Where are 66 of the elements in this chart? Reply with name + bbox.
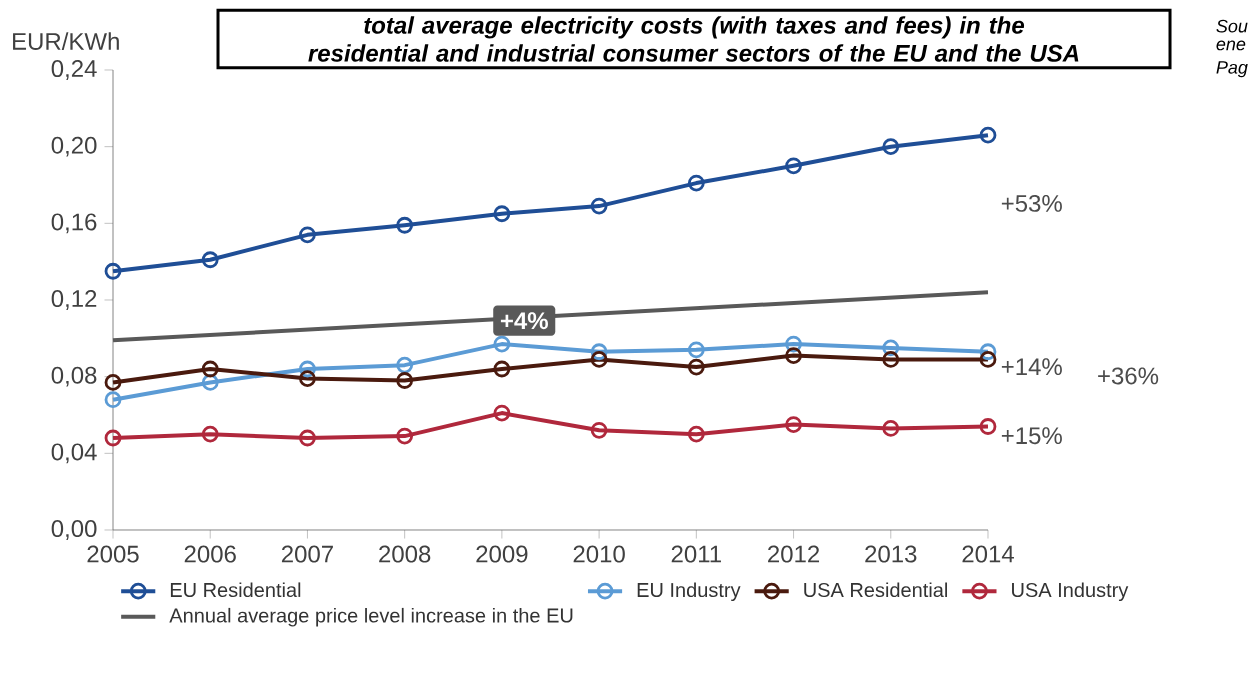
x-tick-label: 2009 xyxy=(476,545,528,563)
x-tick-label: 2011 xyxy=(671,545,721,563)
point xyxy=(493,335,511,353)
point xyxy=(785,347,802,364)
text: +15% xyxy=(1001,427,1062,445)
legend-label: EU Residential xyxy=(170,582,301,598)
x-tick-label: 2007 xyxy=(281,545,333,563)
text: +14% xyxy=(1001,358,1062,376)
point xyxy=(201,425,219,443)
point xyxy=(299,226,316,244)
y-tick-label: 0,08 xyxy=(51,366,97,387)
text: Pag xyxy=(1216,61,1248,78)
point xyxy=(396,372,414,389)
point xyxy=(104,374,122,391)
point xyxy=(104,391,122,409)
x-tick-label: 2008 xyxy=(379,545,431,563)
y-tick-label: 0,20 xyxy=(51,136,97,157)
point xyxy=(882,351,900,368)
point xyxy=(396,356,414,374)
point xyxy=(201,251,219,269)
point xyxy=(396,427,414,445)
legend-label: USA Industry xyxy=(1012,582,1129,602)
legend-label: USA Residential xyxy=(804,582,947,598)
point xyxy=(882,420,900,437)
x-tick-label: 2013 xyxy=(865,545,917,563)
point xyxy=(493,404,511,422)
point xyxy=(201,360,219,378)
point xyxy=(299,370,316,387)
point xyxy=(979,351,997,368)
point xyxy=(882,138,900,156)
x-tick-label: 2012 xyxy=(768,545,820,563)
text: Sou xyxy=(1216,19,1248,33)
y-tick-label: 0,16 xyxy=(51,213,97,234)
point xyxy=(687,341,705,359)
point xyxy=(104,262,122,280)
point xyxy=(590,421,608,439)
point xyxy=(687,358,705,376)
point xyxy=(590,351,608,368)
x-tick-label: 2006 xyxy=(184,545,236,563)
y-tick-label: 0,04 xyxy=(51,443,97,464)
point xyxy=(493,360,511,378)
point xyxy=(493,205,511,223)
text: +36% xyxy=(1098,367,1159,385)
point xyxy=(299,429,316,447)
x-tick-label: 2005 xyxy=(87,545,139,563)
chart-title: total average electricity costs (with taxes and fees) in the residential and industrial consumer sectors of the EU and the USA xyxy=(308,16,1079,62)
legend-label: Annual average price level increase in the EU xyxy=(169,607,573,627)
point xyxy=(104,429,122,447)
y-tick-label: 0,24 xyxy=(51,60,97,80)
annotation: +4% xyxy=(500,312,548,330)
point xyxy=(785,157,802,175)
point xyxy=(979,126,997,144)
point xyxy=(687,174,705,192)
point xyxy=(590,197,608,215)
point xyxy=(979,418,997,435)
legend-label: EU Industry xyxy=(637,582,741,602)
point xyxy=(687,425,705,443)
y-axis-title: EUR/KWh xyxy=(13,32,119,50)
x-tick-label: 2010 xyxy=(573,545,625,563)
y-tick-label: 0,00 xyxy=(51,520,97,540)
text: ene xyxy=(1216,40,1246,51)
x-tick-label: 2014 xyxy=(962,545,1014,563)
y-tick-label: 0,12 xyxy=(51,290,97,310)
text: +53% xyxy=(1001,194,1062,212)
point xyxy=(396,216,414,234)
point xyxy=(785,416,802,433)
